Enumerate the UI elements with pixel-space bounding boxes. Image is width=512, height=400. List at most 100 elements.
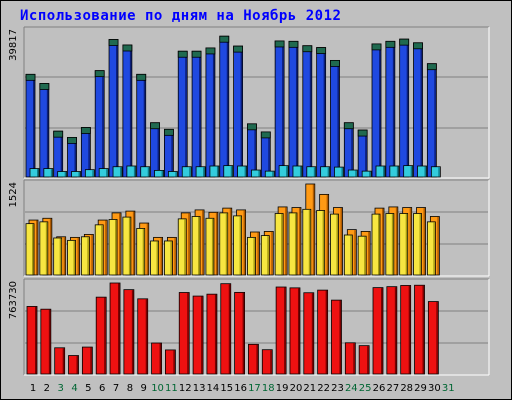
files-bar-day-4-edge bbox=[78, 171, 81, 177]
kbytes-bar-day-9-edge bbox=[145, 299, 148, 374]
kbytes-bar-day-9 bbox=[137, 298, 149, 375]
x-tick-label-day-18: 18 bbox=[262, 383, 275, 394]
kbytes-bar-day-6 bbox=[95, 296, 107, 375]
kbytes-bar-day-24-edge bbox=[353, 343, 355, 374]
visits-bar-day-21-edge bbox=[308, 209, 311, 275]
kbytes-bar-day-18-edge bbox=[270, 350, 272, 374]
kbytes-bar-day-25 bbox=[358, 345, 370, 375]
pages-bar-day-10-edge bbox=[160, 237, 163, 275]
files-bar-day-6-edge bbox=[106, 169, 108, 177]
visits-bar-day-18-edge bbox=[267, 236, 269, 275]
pages-bar-day-20-edge bbox=[298, 208, 301, 275]
hits-bar-day-8-edge bbox=[129, 45, 132, 177]
kbytes-bar-day-13-edge bbox=[201, 296, 203, 374]
visits-bar-day-5 bbox=[80, 236, 90, 276]
visits-bar-day-28-edge bbox=[405, 213, 408, 275]
kbytes-bar-day-2 bbox=[40, 308, 52, 375]
kbytes-bar-day-22 bbox=[317, 289, 329, 375]
files-bar-day-27-edge bbox=[396, 166, 399, 177]
hits-bar-day-11-cap bbox=[163, 128, 174, 136]
visits-bar-day-16 bbox=[233, 215, 243, 276]
hits-bar-day-2-edge bbox=[46, 83, 49, 177]
visits-bar-day-14-edge bbox=[211, 218, 214, 275]
files-bar-day-26 bbox=[375, 165, 386, 178]
files-bar-day-21-edge bbox=[313, 167, 316, 177]
visits-bar-day-2-edge bbox=[45, 222, 48, 275]
hits-bar-day-26-edge bbox=[379, 44, 381, 177]
hits-bar-day-24-edge bbox=[351, 123, 353, 177]
pages-bar-day-21-edge bbox=[312, 184, 315, 275]
visits-bar-day-1 bbox=[25, 223, 35, 276]
visits-bar-day-17 bbox=[247, 236, 256, 276]
x-tick-label-day-4: 4 bbox=[71, 383, 77, 394]
kbytes-bar-day-28-edge bbox=[408, 285, 411, 374]
kbytes-bar-day-22-edge bbox=[325, 290, 328, 374]
hits-bar-day-27-cap bbox=[385, 40, 396, 48]
files-bar-day-18-edge bbox=[272, 171, 274, 177]
kbytes-bar-day-30-edge bbox=[436, 302, 438, 374]
hits-bar-day-10-edge bbox=[157, 123, 160, 177]
hits-bar-day-23-edge bbox=[337, 60, 339, 177]
pages-bar-day-2-edge bbox=[49, 218, 52, 275]
hits-bar-day-30-cap bbox=[426, 63, 437, 71]
visits-bar-day-30 bbox=[426, 221, 436, 276]
x-tick-label-day-30: 30 bbox=[428, 383, 441, 394]
hits-bar-day-9-edge bbox=[143, 74, 146, 177]
kbytes-bar-day-29 bbox=[414, 284, 425, 375]
visits-bar-day-23-edge bbox=[336, 214, 338, 275]
x-tick-label-day-2: 2 bbox=[44, 383, 50, 394]
x-tick-label-day-6: 6 bbox=[99, 383, 105, 394]
kbytes-bar-day-11 bbox=[164, 349, 176, 375]
x-tick-label-day-24: 24 bbox=[345, 383, 358, 394]
kbytes-bar-day-29-edge bbox=[422, 285, 425, 374]
pages-bar-day-29-edge bbox=[423, 208, 426, 275]
visits-bar-day-22-edge bbox=[322, 211, 325, 275]
visits-bar-day-25 bbox=[357, 235, 367, 276]
x-tick-label-day-5: 5 bbox=[85, 383, 91, 394]
visits-bar-day-27 bbox=[385, 213, 395, 276]
hits-bar-day-20-cap bbox=[288, 40, 299, 48]
x-tick-label-day-29: 29 bbox=[414, 383, 427, 394]
files-bar-day-26-edge bbox=[383, 166, 385, 177]
pages-bar-day-12-edge bbox=[188, 213, 190, 275]
kbytes-bar-day-14 bbox=[206, 293, 218, 375]
x-tick-label-day-20: 20 bbox=[290, 383, 303, 394]
visits-bar-day-12 bbox=[177, 218, 187, 276]
visits-bar-day-29-edge bbox=[419, 213, 422, 275]
hits-bar-day-14-cap bbox=[205, 47, 216, 55]
files-bar-day-28-edge bbox=[410, 166, 413, 177]
kbytes-bar-day-19-edge bbox=[284, 287, 286, 374]
hits-bar-day-22-edge bbox=[323, 48, 326, 177]
kbytes-bar-day-2-edge bbox=[48, 309, 51, 374]
visits-bar-day-23 bbox=[330, 213, 339, 276]
visits-bar-day-5-edge bbox=[87, 237, 89, 275]
kbytes-bar-day-6-edge bbox=[104, 297, 106, 374]
kbytes-bar-day-15 bbox=[220, 283, 232, 375]
hits-bar-day-14-edge bbox=[212, 48, 215, 177]
files-bar-day-1-edge bbox=[37, 169, 39, 177]
hits-bar-day-13-edge bbox=[199, 51, 201, 177]
kbytes-bar-day-24 bbox=[344, 342, 356, 375]
files-bar-day-17-edge bbox=[258, 170, 260, 177]
visits-bar-day-27-edge bbox=[391, 213, 394, 275]
x-tick-label-day-31: 31 bbox=[442, 383, 455, 394]
files-bar-day-22-edge bbox=[327, 167, 330, 177]
kbytes-bar-day-27 bbox=[386, 286, 398, 375]
hits-bar-day-5-cap bbox=[80, 127, 91, 134]
visits-bar-day-8-edge bbox=[128, 217, 131, 275]
pages-bar-day-15-edge bbox=[229, 208, 232, 275]
pages-bar-day-9-edge bbox=[146, 223, 149, 275]
files-bar-day-8-edge bbox=[133, 166, 136, 177]
files-bar-day-3-edge bbox=[64, 171, 67, 177]
hits-bar-day-25-cap bbox=[357, 129, 368, 137]
hits-bar-day-2-cap bbox=[39, 83, 50, 90]
kbytes-bar-day-16 bbox=[234, 291, 246, 375]
hits-bar-day-1-cap bbox=[25, 73, 36, 81]
files-bar-day-16 bbox=[237, 165, 248, 178]
visits-bar-day-13 bbox=[191, 216, 201, 276]
files-bar-day-4 bbox=[71, 171, 81, 178]
visits-bar-day-21 bbox=[302, 208, 312, 276]
hits-bar-day-12-cap bbox=[177, 50, 188, 58]
x-tick-label-day-26: 26 bbox=[373, 383, 386, 394]
pages-bar-day-18-edge bbox=[271, 231, 273, 275]
